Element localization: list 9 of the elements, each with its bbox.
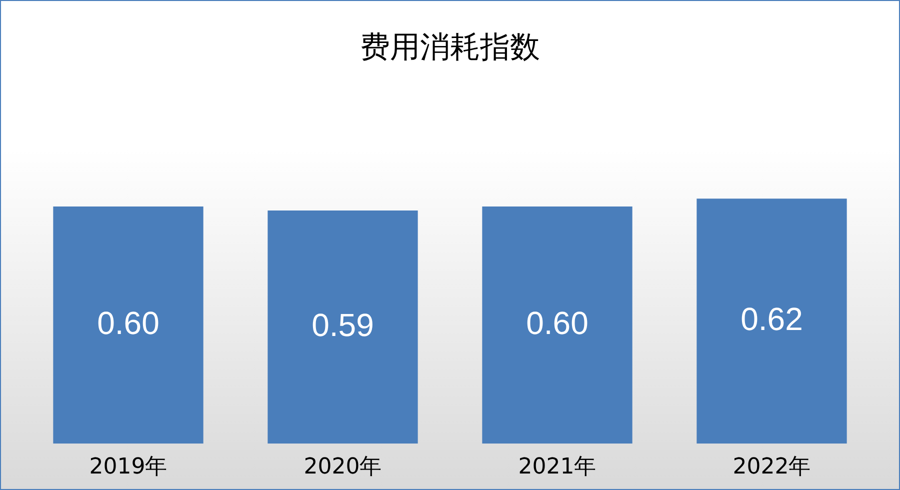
data-label: 0.62 xyxy=(740,300,803,337)
x-tick-label: 2020年 xyxy=(304,454,382,480)
data-label: 0.60 xyxy=(97,304,160,341)
data-label: 0.60 xyxy=(526,304,588,341)
x-tick-label: 2019年 xyxy=(89,454,168,480)
data-label: 0.59 xyxy=(312,306,374,343)
chart-title: 费用消耗指数 xyxy=(360,30,540,65)
x-tick-label: 2022年 xyxy=(732,454,811,480)
x-tick-label: 2021年 xyxy=(518,454,596,480)
